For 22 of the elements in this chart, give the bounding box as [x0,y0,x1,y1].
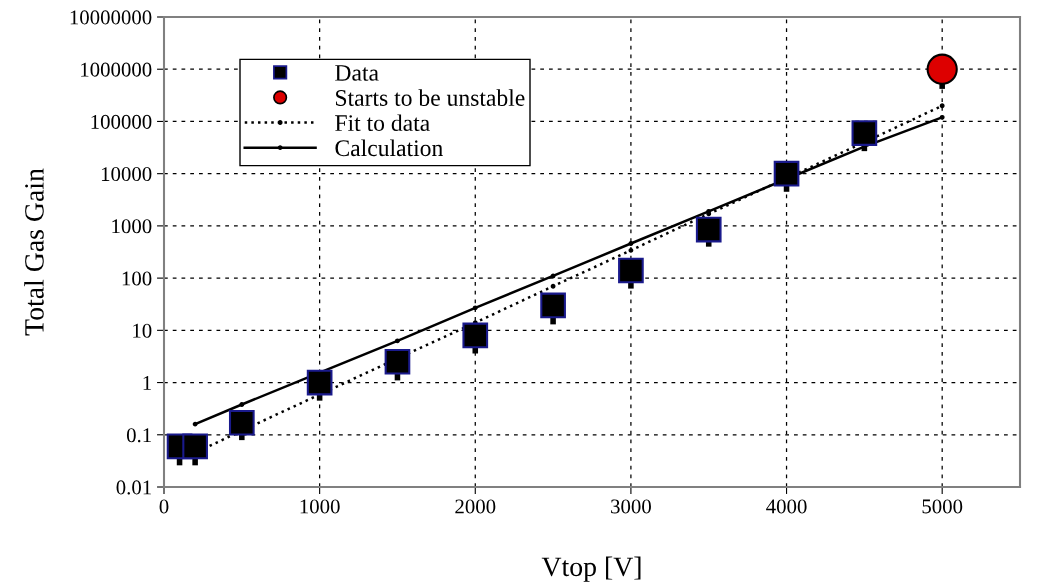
legend-label: Data [335,65,379,81]
y-tick-label: 100 [122,271,152,286]
legend-label: Fit to data [335,114,430,132]
y-tick-label: 1000000 [81,62,152,77]
y-tick-label: 100000 [91,114,152,129]
x-tick-label: 4000 [766,499,807,514]
y-tick-label: 0.01 [116,480,151,495]
y-tick-label: 1000 [112,219,152,234]
x-axis-title: Vtop [V] [541,556,641,582]
x-tick-label: 3000 [611,499,651,514]
y-tick-label: 0.1 [126,428,151,443]
legend-label: Calculation [335,139,443,157]
x-tick-label: 0 [159,499,169,514]
y-tick-label: 10000000 [70,10,152,25]
legend-label: Starts to be unstable [336,89,525,106]
x-tick-label: 1000 [300,499,340,514]
x-tick-label: 2000 [455,499,496,514]
y-tick-label: 10000 [101,167,152,182]
y-tick-label: 10 [133,323,152,338]
y-tick-label: 1 [143,376,151,390]
x-tick-label: 5000 [922,499,963,514]
y-axis-title: Total Gas Gain [24,168,44,336]
